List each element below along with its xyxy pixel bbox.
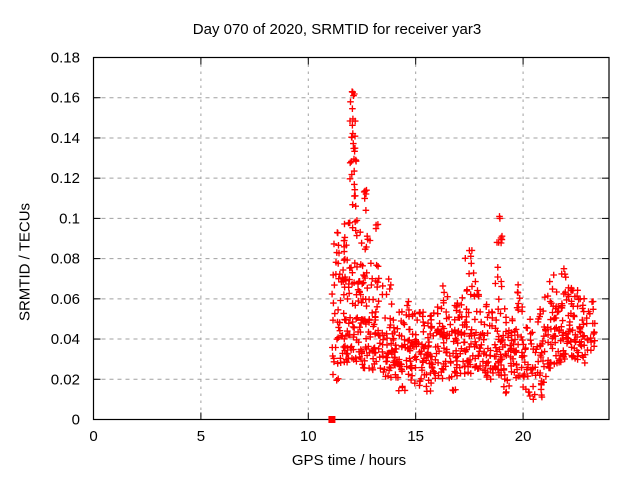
y-tick-label: 0.14: [51, 130, 80, 147]
y-tick-label: 0.08: [51, 251, 80, 268]
y-tick-label: 0.18: [51, 50, 80, 67]
x-tick-label: 5: [197, 428, 205, 445]
y-axis-title: SRMTID / TECUs: [16, 202, 34, 322]
scatter-points: [328, 88, 599, 403]
y-tick-label: 0: [72, 412, 80, 429]
y-tick-label: 0.1: [59, 210, 80, 227]
y-tick-label: 0.04: [51, 331, 80, 348]
y-tick-label: 0.16: [51, 90, 80, 107]
x-axis-title: GPS time / hours: [291, 452, 407, 469]
y-tick-label: 0.02: [51, 371, 80, 388]
x-tick-label: 20: [515, 428, 532, 445]
chart-title: Day 070 of 2020, SRMTID for receiver yar…: [192, 21, 482, 38]
gap-marker-square: [328, 416, 336, 423]
y-tick-label: 0.06: [51, 291, 80, 308]
x-tick-label: 0: [89, 428, 97, 445]
x-tick-label: 15: [407, 428, 424, 445]
y-tick-label: 0.12: [51, 170, 80, 187]
x-tick-label: 10: [300, 428, 317, 445]
plot-border: [92, 56, 610, 421]
